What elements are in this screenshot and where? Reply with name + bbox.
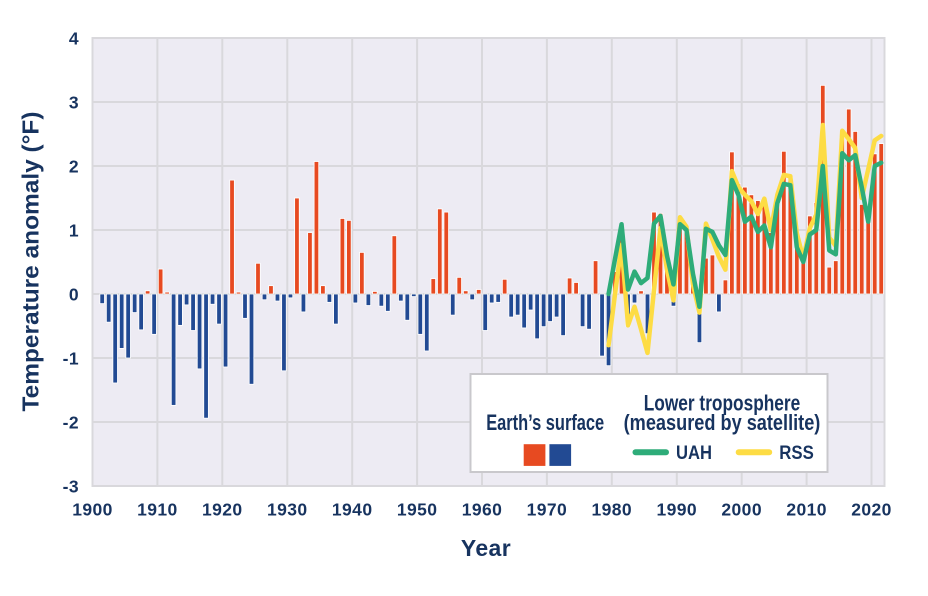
svg-text:1930: 1930: [267, 500, 308, 520]
svg-text:-2: -2: [63, 412, 79, 432]
svg-text:Temperature anomaly (°F): Temperature anomaly (°F): [18, 112, 44, 412]
svg-text:1990: 1990: [657, 500, 698, 520]
svg-text:UAH: UAH: [676, 442, 712, 464]
svg-text:1910: 1910: [137, 500, 178, 520]
svg-text:Lower troposphere: Lower troposphere: [644, 391, 801, 416]
svg-text:RSS: RSS: [779, 442, 814, 464]
svg-text:1900: 1900: [72, 500, 113, 520]
svg-text:-1: -1: [63, 348, 79, 368]
svg-text:Year: Year: [461, 535, 511, 561]
svg-text:1960: 1960: [462, 500, 503, 520]
svg-text:2020: 2020: [851, 500, 892, 520]
svg-text:(measured by satellite): (measured by satellite): [624, 410, 821, 435]
svg-text:2010: 2010: [786, 500, 827, 520]
svg-text:1950: 1950: [397, 500, 438, 520]
svg-text:Earth’s surface: Earth’s surface: [486, 410, 604, 435]
svg-text:0: 0: [69, 284, 79, 304]
svg-text:1920: 1920: [202, 500, 243, 520]
svg-text:1940: 1940: [332, 500, 373, 520]
svg-text:2000: 2000: [721, 500, 762, 520]
svg-text:-3: -3: [63, 476, 79, 496]
svg-text:2: 2: [69, 156, 79, 176]
svg-text:1980: 1980: [592, 500, 633, 520]
svg-text:1970: 1970: [527, 500, 568, 520]
svg-text:1: 1: [69, 220, 79, 240]
svg-text:3: 3: [69, 92, 79, 112]
svg-text:4: 4: [69, 28, 79, 48]
